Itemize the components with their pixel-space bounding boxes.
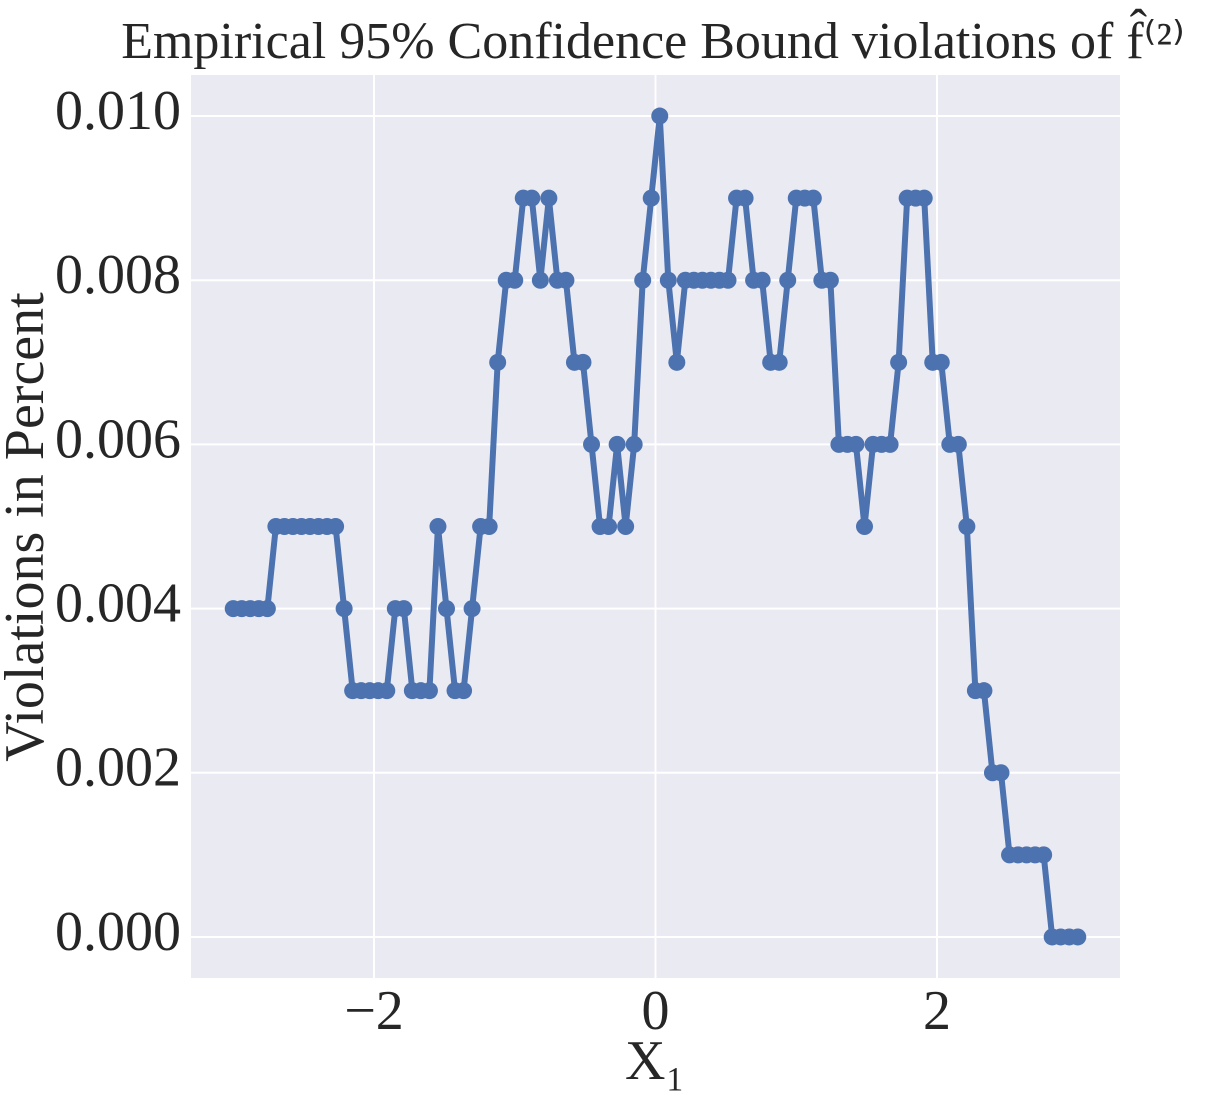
y-tick-label: 0.004 xyxy=(55,572,181,634)
point xyxy=(489,353,507,371)
point xyxy=(659,271,677,289)
point xyxy=(429,518,447,535)
point xyxy=(583,435,601,453)
x-axis-label: X₁ xyxy=(625,1030,685,1092)
point xyxy=(574,353,592,371)
point xyxy=(881,435,899,453)
point xyxy=(890,353,908,371)
point xyxy=(1069,928,1087,946)
point xyxy=(480,518,498,535)
chart-title: Empirical 95% Confidence Bound violation… xyxy=(121,8,1185,70)
x-tick-label: 2 xyxy=(923,980,951,1042)
point xyxy=(634,271,652,289)
point xyxy=(531,271,549,289)
point xyxy=(608,435,626,453)
x-tick-label: 0 xyxy=(642,980,670,1042)
y-tick-label: 0.000 xyxy=(55,901,181,963)
point xyxy=(975,682,993,700)
point xyxy=(1035,846,1053,864)
point xyxy=(770,353,788,371)
point xyxy=(847,435,865,453)
point xyxy=(327,518,345,535)
y-tick-label: 0.006 xyxy=(55,408,181,470)
point xyxy=(719,271,737,289)
point xyxy=(804,189,822,207)
x-tick-label: −2 xyxy=(344,980,404,1042)
point xyxy=(523,189,541,207)
point xyxy=(455,682,473,700)
point xyxy=(438,600,456,618)
point xyxy=(420,682,438,700)
point xyxy=(557,271,575,289)
y-tick-label: 0.010 xyxy=(55,80,181,142)
point xyxy=(642,189,660,207)
point xyxy=(540,189,558,207)
y-tick-label: 0.002 xyxy=(55,737,181,799)
point xyxy=(651,107,669,125)
point xyxy=(378,682,396,700)
point xyxy=(506,271,524,289)
point xyxy=(915,189,933,207)
point xyxy=(949,435,967,453)
point xyxy=(617,518,635,535)
point xyxy=(855,518,873,535)
point xyxy=(736,189,754,207)
point xyxy=(625,435,643,453)
point xyxy=(779,271,797,289)
point xyxy=(668,353,686,371)
y-tick-label: 0.008 xyxy=(55,244,181,306)
point xyxy=(395,600,413,618)
point xyxy=(463,600,481,618)
point xyxy=(992,764,1010,782)
point xyxy=(335,600,353,618)
point xyxy=(932,353,950,371)
point xyxy=(600,518,618,535)
point xyxy=(258,600,276,618)
y-axis-label: Violations in Percent xyxy=(0,292,56,762)
point xyxy=(958,518,976,535)
point xyxy=(821,271,839,289)
point xyxy=(753,271,771,289)
